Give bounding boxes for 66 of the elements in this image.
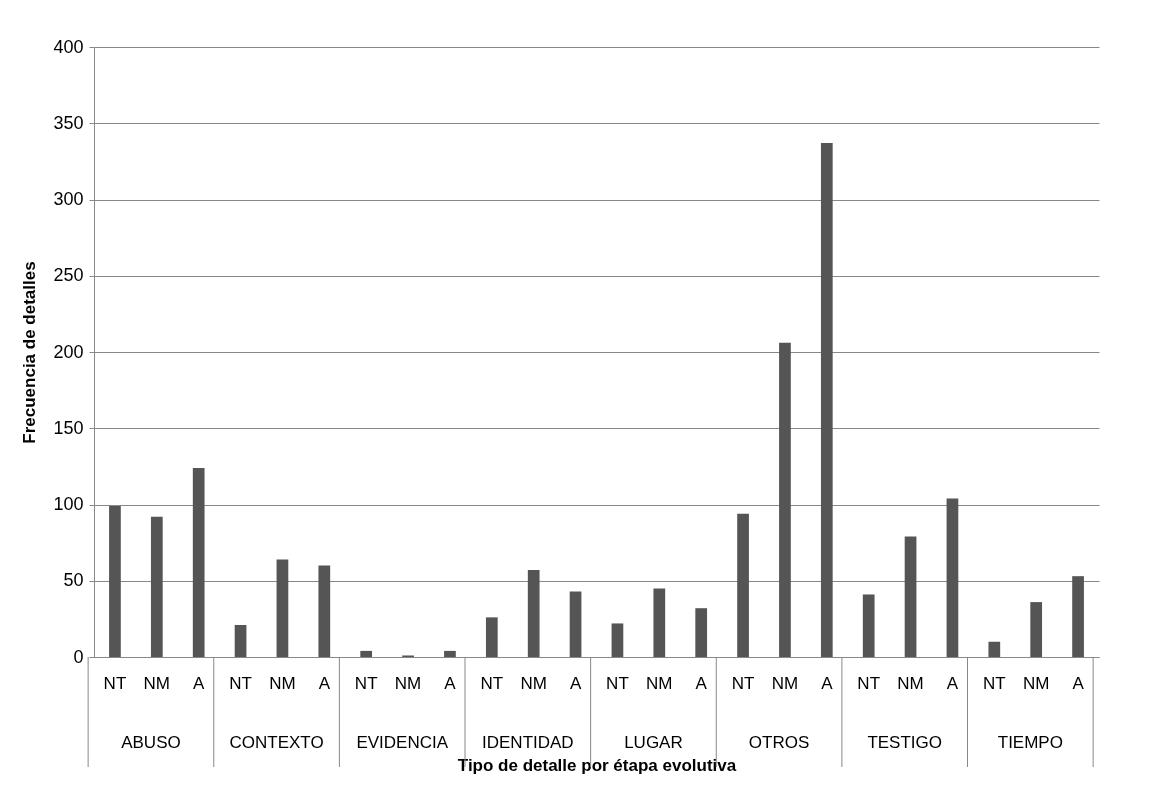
bar (569, 591, 582, 657)
bar (234, 624, 247, 657)
y-axis-title: Frecuencia de detalles (20, 261, 40, 444)
text: TIEMPO (997, 733, 1063, 752)
text: OTROS (748, 733, 810, 752)
y-tick-label: 0 (73, 646, 84, 667)
y-tick-label: 150 (53, 417, 84, 438)
bar (444, 650, 456, 657)
text: CONTEXTO (229, 733, 324, 752)
y-tick-label: 300 (53, 189, 84, 209)
y-tick-label: 200 (53, 341, 84, 362)
x-tick-label: NM (143, 673, 171, 693)
y-tick-label: 50 (63, 570, 84, 591)
x-tick-label: A (695, 673, 708, 693)
x-tick-label: A (1072, 673, 1085, 693)
x-tick-label: NT (731, 673, 755, 693)
bar (318, 565, 331, 657)
bar (946, 498, 959, 657)
x-tick-label: NM (771, 673, 799, 693)
x-tick-label: A (193, 673, 206, 693)
y-tick-label: 350 (53, 112, 84, 133)
y-tick-label: 100 (53, 494, 84, 514)
x-tick-label: NT (857, 673, 881, 693)
x-tick-label: NT (606, 673, 629, 693)
x-tick-label: NM (520, 673, 547, 693)
x-tick-label: NM (897, 673, 924, 693)
bar (192, 467, 205, 657)
x-tick-label: NT (229, 673, 252, 693)
x-tick-label: A (821, 673, 834, 693)
bar (1072, 576, 1084, 657)
x-tick-label: NT (480, 673, 504, 693)
y-tick-label: 400 (53, 36, 84, 57)
text: IDENTIDAD (482, 733, 574, 752)
x-tick-label: NT (103, 673, 127, 693)
bar (485, 617, 498, 657)
x-tick-label: NM (646, 673, 673, 693)
bar (360, 650, 373, 657)
bar (820, 143, 833, 657)
x-tick-label: A (946, 673, 959, 693)
bar (276, 559, 289, 657)
bar (653, 588, 666, 657)
bar (988, 641, 1001, 657)
bar (109, 506, 121, 657)
y-tick-label: 250 (53, 265, 84, 286)
bar (737, 513, 749, 657)
x-tick-label: NM (394, 673, 422, 693)
x-tick-label: NT (354, 673, 378, 693)
text: LUGAR (624, 733, 683, 752)
bar (527, 570, 540, 657)
x-tick-label: A (318, 673, 331, 693)
x-tick-label: A (444, 673, 457, 693)
x-tick-label: NM (1022, 673, 1050, 693)
bar (862, 594, 875, 657)
bar (695, 608, 708, 657)
bar (779, 342, 791, 657)
x-tick-label: NM (269, 673, 296, 693)
x-tick-label: A (569, 673, 582, 693)
bar (1030, 602, 1043, 657)
x-tick-label: NT (982, 673, 1006, 693)
text: TESTIGO (867, 733, 943, 752)
bar (150, 516, 163, 657)
x-axis-title: Tipo de detalle por étapa evolutiva (457, 755, 737, 775)
text: ABUSO (121, 733, 181, 752)
bar (611, 623, 624, 657)
bar (904, 536, 917, 657)
text: EVIDENCIA (356, 733, 449, 752)
